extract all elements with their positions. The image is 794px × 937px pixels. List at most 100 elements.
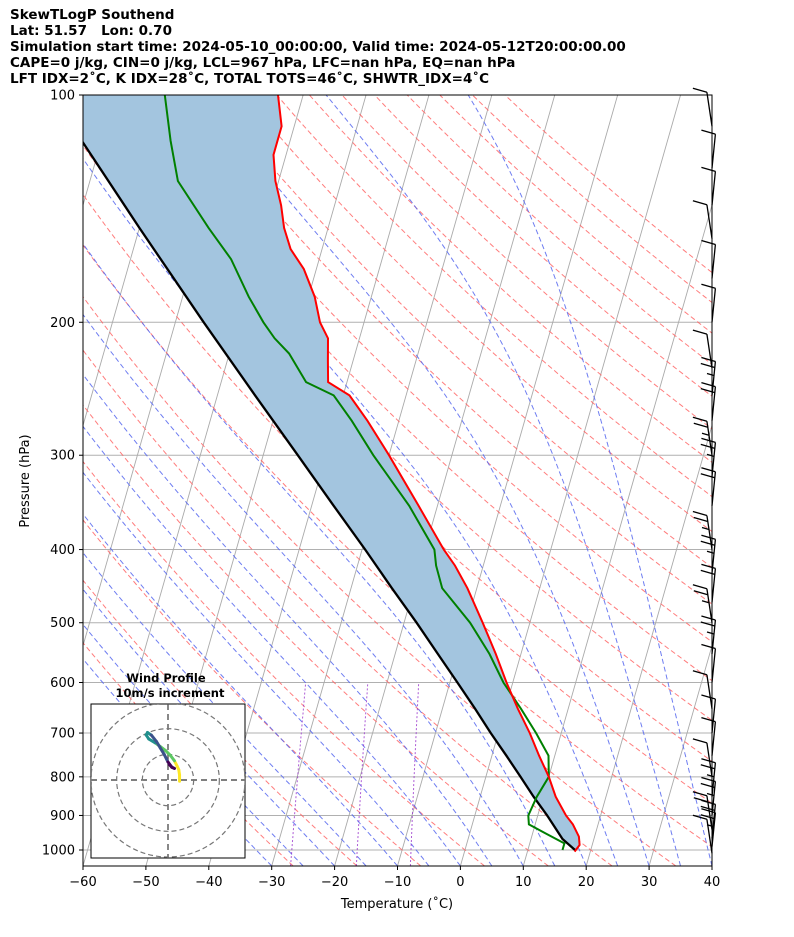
isotherm-line <box>711 864 712 866</box>
x-tick-label: −30 <box>258 875 285 890</box>
x-tick-label: 30 <box>641 875 658 890</box>
wind-barb-staff <box>711 134 717 169</box>
wind-barb <box>692 416 713 456</box>
x-tick-label: −50 <box>132 875 159 890</box>
wind-barb-flag <box>692 791 708 797</box>
x-tick-label: −20 <box>321 875 348 890</box>
x-tick-label: −60 <box>69 875 96 890</box>
wind-barb-flag <box>693 516 708 523</box>
wind-barb-flag <box>701 694 716 700</box>
moist-adiabat <box>110 95 619 866</box>
wind-barb-staff <box>706 204 713 239</box>
wind-barb-half-flag <box>706 550 715 554</box>
moist-adiabat <box>83 242 556 866</box>
wind-barb-flag <box>692 670 708 676</box>
isotherm-line <box>585 423 712 866</box>
wind-barb-flag <box>701 808 716 814</box>
wind-barb-flag <box>692 584 708 590</box>
wind-barb <box>701 283 717 323</box>
cape-shading <box>83 95 580 852</box>
y-tick-label: 1000 <box>42 844 75 859</box>
hodograph-inset: Wind Profile 10m/s increment <box>90 671 246 859</box>
wind-barb-flag <box>693 797 708 803</box>
dry-adiabat <box>83 460 485 866</box>
wind-barb-flag <box>701 166 716 172</box>
temperature-line <box>272 95 581 853</box>
x-tick-label: 10 <box>515 875 532 890</box>
wind-barb <box>701 694 717 734</box>
y-tick-label: 300 <box>50 449 75 464</box>
x-axis-label: Temperature (˚C) <box>340 896 453 912</box>
wind-barb-staff <box>706 334 713 369</box>
dry-adiabat <box>211 95 712 569</box>
wind-barb <box>700 758 717 797</box>
isotherm-line <box>397 95 619 866</box>
moist-adiabat <box>83 471 430 866</box>
wind-barb-half-flag <box>701 432 710 436</box>
isotherm-line <box>522 203 712 866</box>
wind-barb-staff <box>711 244 717 279</box>
dry-adiabat <box>83 295 677 866</box>
wind-barb-flag <box>701 356 716 363</box>
moist-adiabat <box>83 551 367 866</box>
moist-adiabat <box>202 95 650 866</box>
wind-barb-flag <box>692 510 708 517</box>
moist-adiabat <box>83 313 524 866</box>
wind-barb-half-flag <box>706 774 715 778</box>
y-tick-label: 100 <box>50 89 75 104</box>
wind-barb-flag <box>692 814 708 820</box>
wind-barb <box>692 791 713 830</box>
mixing-ratio-line <box>355 682 369 866</box>
dry-adiabat <box>341 95 712 430</box>
wind-barb <box>700 615 717 655</box>
y-tick-label: 800 <box>50 770 75 785</box>
x-tick-label: 20 <box>578 875 595 890</box>
dry-adiabat <box>83 349 613 866</box>
wind-barb-staff <box>711 648 717 683</box>
moist-adiabat <box>325 95 681 866</box>
moist-adiabat <box>83 425 461 866</box>
moist-adiabat <box>83 623 304 866</box>
wind-barb <box>692 200 713 239</box>
isotherm-line <box>334 95 556 866</box>
mixing-ratio-line <box>290 682 307 866</box>
indices-line-1: CAPE=0 j/kg, CIN=0 j/kg, LCL=967 hPa, LF… <box>10 55 516 71</box>
x-tick-label: 0 <box>456 875 464 890</box>
dry-adiabat <box>83 244 712 848</box>
parcel-profile-line <box>83 140 576 851</box>
wind-barb <box>692 87 713 127</box>
wind-barb-flag <box>692 738 708 744</box>
wind-barb-flag <box>701 437 716 444</box>
x-axis-ticks: −60 −50 −40 −30 −20 −10 0 10 20 30 40 <box>69 866 720 890</box>
y-tick-label: 900 <box>50 809 75 824</box>
wind-barb-half-flag <box>706 372 715 377</box>
y-tick-label: 400 <box>50 543 75 558</box>
wind-barb-flag <box>701 615 716 621</box>
dry-adiabat <box>83 641 294 866</box>
hodograph-subtitle: 10m/s increment <box>116 686 225 700</box>
moist-adiabat <box>467 95 712 866</box>
wind-barb <box>701 239 717 279</box>
x-tick-label: −10 <box>384 875 411 890</box>
y-tick-label: 200 <box>50 316 75 331</box>
y-tick-label: 700 <box>50 727 75 742</box>
chart-title: SkewTLogP Southend <box>10 7 175 23</box>
wind-barb <box>692 329 713 369</box>
y-tick-label: 600 <box>50 676 75 691</box>
wind-barb-half-flag <box>706 792 715 797</box>
y-axis-label: Pressure (hPa) <box>18 434 33 527</box>
wind-barb-flag <box>701 758 716 764</box>
time-line: Simulation start time: 2024-05-10_00:00:… <box>10 39 626 55</box>
y-axis-ticks: 100 200 300 400 500 600 700 800 900 1000 <box>42 89 83 859</box>
wind-barb <box>700 437 717 477</box>
wind-barb-flag <box>693 590 708 596</box>
wind-barb-staff <box>711 698 717 734</box>
wind-barbs <box>692 87 717 854</box>
hodograph-segment <box>167 763 174 769</box>
wind-barb-staff <box>706 674 713 709</box>
dry-adiabat <box>243 95 712 533</box>
hodograph-ring <box>91 704 245 858</box>
location-line: Lat: 51.57 Lon: 0.70 <box>10 23 172 39</box>
wind-barb-staff <box>706 92 713 127</box>
wind-barb-staff <box>711 288 717 323</box>
